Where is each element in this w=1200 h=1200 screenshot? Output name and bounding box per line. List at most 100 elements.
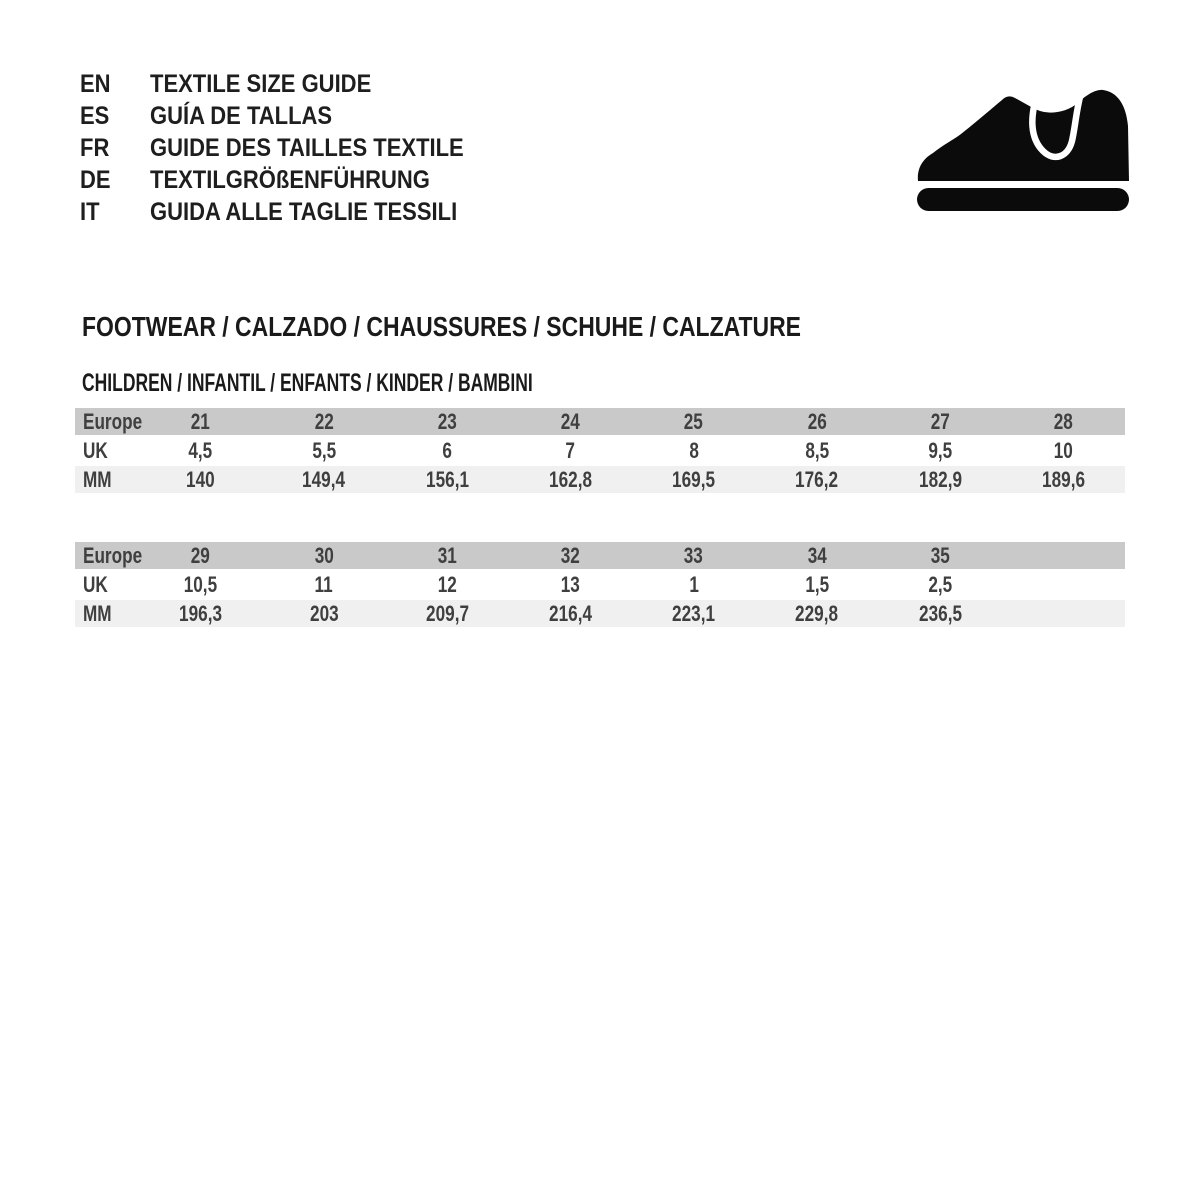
children-shoe-icon [905,82,1140,217]
row-label-text: MM [83,600,112,626]
size-cell-text: 21 [191,408,211,434]
row-label: UK [75,572,139,598]
size-cell-text: 176,2 [795,466,839,492]
size-cell: 162,8 [509,467,632,493]
size-cell-text: 9,5 [928,437,953,463]
size-cell-text: 4,5 [188,437,213,463]
size-cell: 32 [509,543,632,569]
size-cell: 12 [386,572,509,598]
size-cell-text: 30 [314,542,334,568]
size-cell-text: 11 [314,571,333,597]
size-cell: 28 [1002,409,1125,435]
size-cell-text: 223,1 [672,600,716,626]
language-row-en: EN TEXTILE SIZE GUIDE [80,68,507,100]
size-cell: 236,5 [879,601,1002,627]
row-label-text: UK [83,571,108,597]
size-cell-text: 149,4 [302,466,346,492]
size-cell-text: 28 [1053,408,1073,434]
size-cell-text: 10,5 [183,571,218,597]
size-cell: 149,4 [262,467,385,493]
size-cell: 10,5 [139,572,262,598]
size-cell: 23 [386,409,509,435]
size-cell [1002,601,1125,627]
size-cell-text: 13 [560,571,580,597]
size-cell-text: 203 [309,600,339,626]
size-cell-text: 196,3 [179,600,223,626]
size-cell-text: 26 [807,408,827,434]
language-row-es: ES GUÍA DE TALLAS [80,100,507,132]
size-row-uk: UK 4,5 5,5 6 7 8 8,5 9,5 10 [75,437,1125,464]
size-cell: 10 [1002,438,1125,464]
size-cell-text: 24 [560,408,580,434]
size-cell-text: 8,5 [804,437,829,463]
size-cell: 22 [262,409,385,435]
language-title: TEXTILE SIZE GUIDE [150,69,372,98]
size-cell: 182,9 [879,467,1002,493]
language-code: IT [80,197,100,226]
size-cell-text: 5,5 [311,437,336,463]
size-cell: 209,7 [386,601,509,627]
language-code: FR [80,133,110,162]
size-cell: 8,5 [755,438,878,464]
language-code: DE [80,165,111,194]
size-cell-text: 2,5 [928,571,953,597]
size-cell: 1,5 [755,572,878,598]
size-cell: 13 [509,572,632,598]
language-title: GUÍA DE TALLAS [150,101,333,130]
size-row-mm: MM 140 149,4 156,1 162,8 169,5 176,2 182,9 189,6 [75,466,1125,493]
size-cell-text: 22 [314,408,334,434]
size-cell-text: 12 [437,571,457,597]
language-row-it: IT GUIDA ALLE TAGLIE TESSILI [80,196,507,228]
size-cell [1002,572,1125,598]
size-cell: 4,5 [139,438,262,464]
size-cell-text: 23 [437,408,457,434]
section-subtitle: CHILDREN / INFANTIL / ENFANTS / KINDER /… [82,371,726,396]
size-cell: 223,1 [632,601,755,627]
size-cell-text: 10 [1053,437,1073,463]
size-cell-text: 140 [186,466,215,492]
size-cell-text: 169,5 [672,466,716,492]
section-subtitle-text: CHILDREN / INFANTIL / ENFANTS / KINDER /… [82,369,533,397]
size-cell: 156,1 [386,467,509,493]
size-cell-text: 35 [930,542,950,568]
size-cell-text: 1 [688,571,699,597]
size-row-uk: UK 10,5 11 12 13 1 1,5 2,5 [75,571,1125,598]
size-cell-text: 8 [688,437,699,463]
size-cell: 1 [632,572,755,598]
size-table-children-1: Europe 21 22 23 24 25 26 27 28 UK 4,5 5,5 6 7 8 8,5 9,5 1… [75,408,1125,495]
language-title: GUIDE DES TAILLES TEXTILE [150,133,464,162]
size-row-mm: MM 196,3 203 209,7 216,4 223,1 229,8 236,5 [75,600,1125,627]
size-cell: 229,8 [755,601,878,627]
size-row-europe: Europe 29 30 31 32 33 34 35 [75,542,1125,569]
size-cell-text: 209,7 [425,600,469,626]
size-cell-text: 189,6 [1041,466,1085,492]
size-cell: 21 [139,409,262,435]
row-label-text: Europe [83,408,143,434]
size-cell: 203 [262,601,385,627]
size-cell-text: 162,8 [548,466,592,492]
size-cell-text: 216,4 [548,600,592,626]
size-cell-text: 33 [684,542,704,568]
size-cell-text: 29 [191,542,211,568]
section-title-text: FOOTWEAR / CALZADO / CHAUSSURES / SCHUHE… [82,311,801,342]
size-cell-text: 1,5 [804,571,829,597]
shoe-upper-shape [917,89,1129,181]
size-cell: 31 [386,543,509,569]
size-cell [1002,543,1125,569]
size-cell: 29 [139,543,262,569]
size-cell: 5,5 [262,438,385,464]
size-cell-text: 6 [442,437,452,463]
size-cell-text: 32 [560,542,580,568]
row-label: Europe [75,408,143,435]
language-code: EN [80,69,111,98]
size-cell: 26 [755,409,878,435]
size-cell: 8 [632,438,755,464]
shoe-sole-shape [917,188,1129,211]
size-cell-text: 236,5 [918,600,962,626]
row-label: Europe [75,543,142,569]
size-cell: 9,5 [879,438,1002,464]
size-cell-text: 34 [807,542,827,568]
size-cell-text: 182,9 [918,466,962,492]
size-cell: 6 [386,438,509,464]
